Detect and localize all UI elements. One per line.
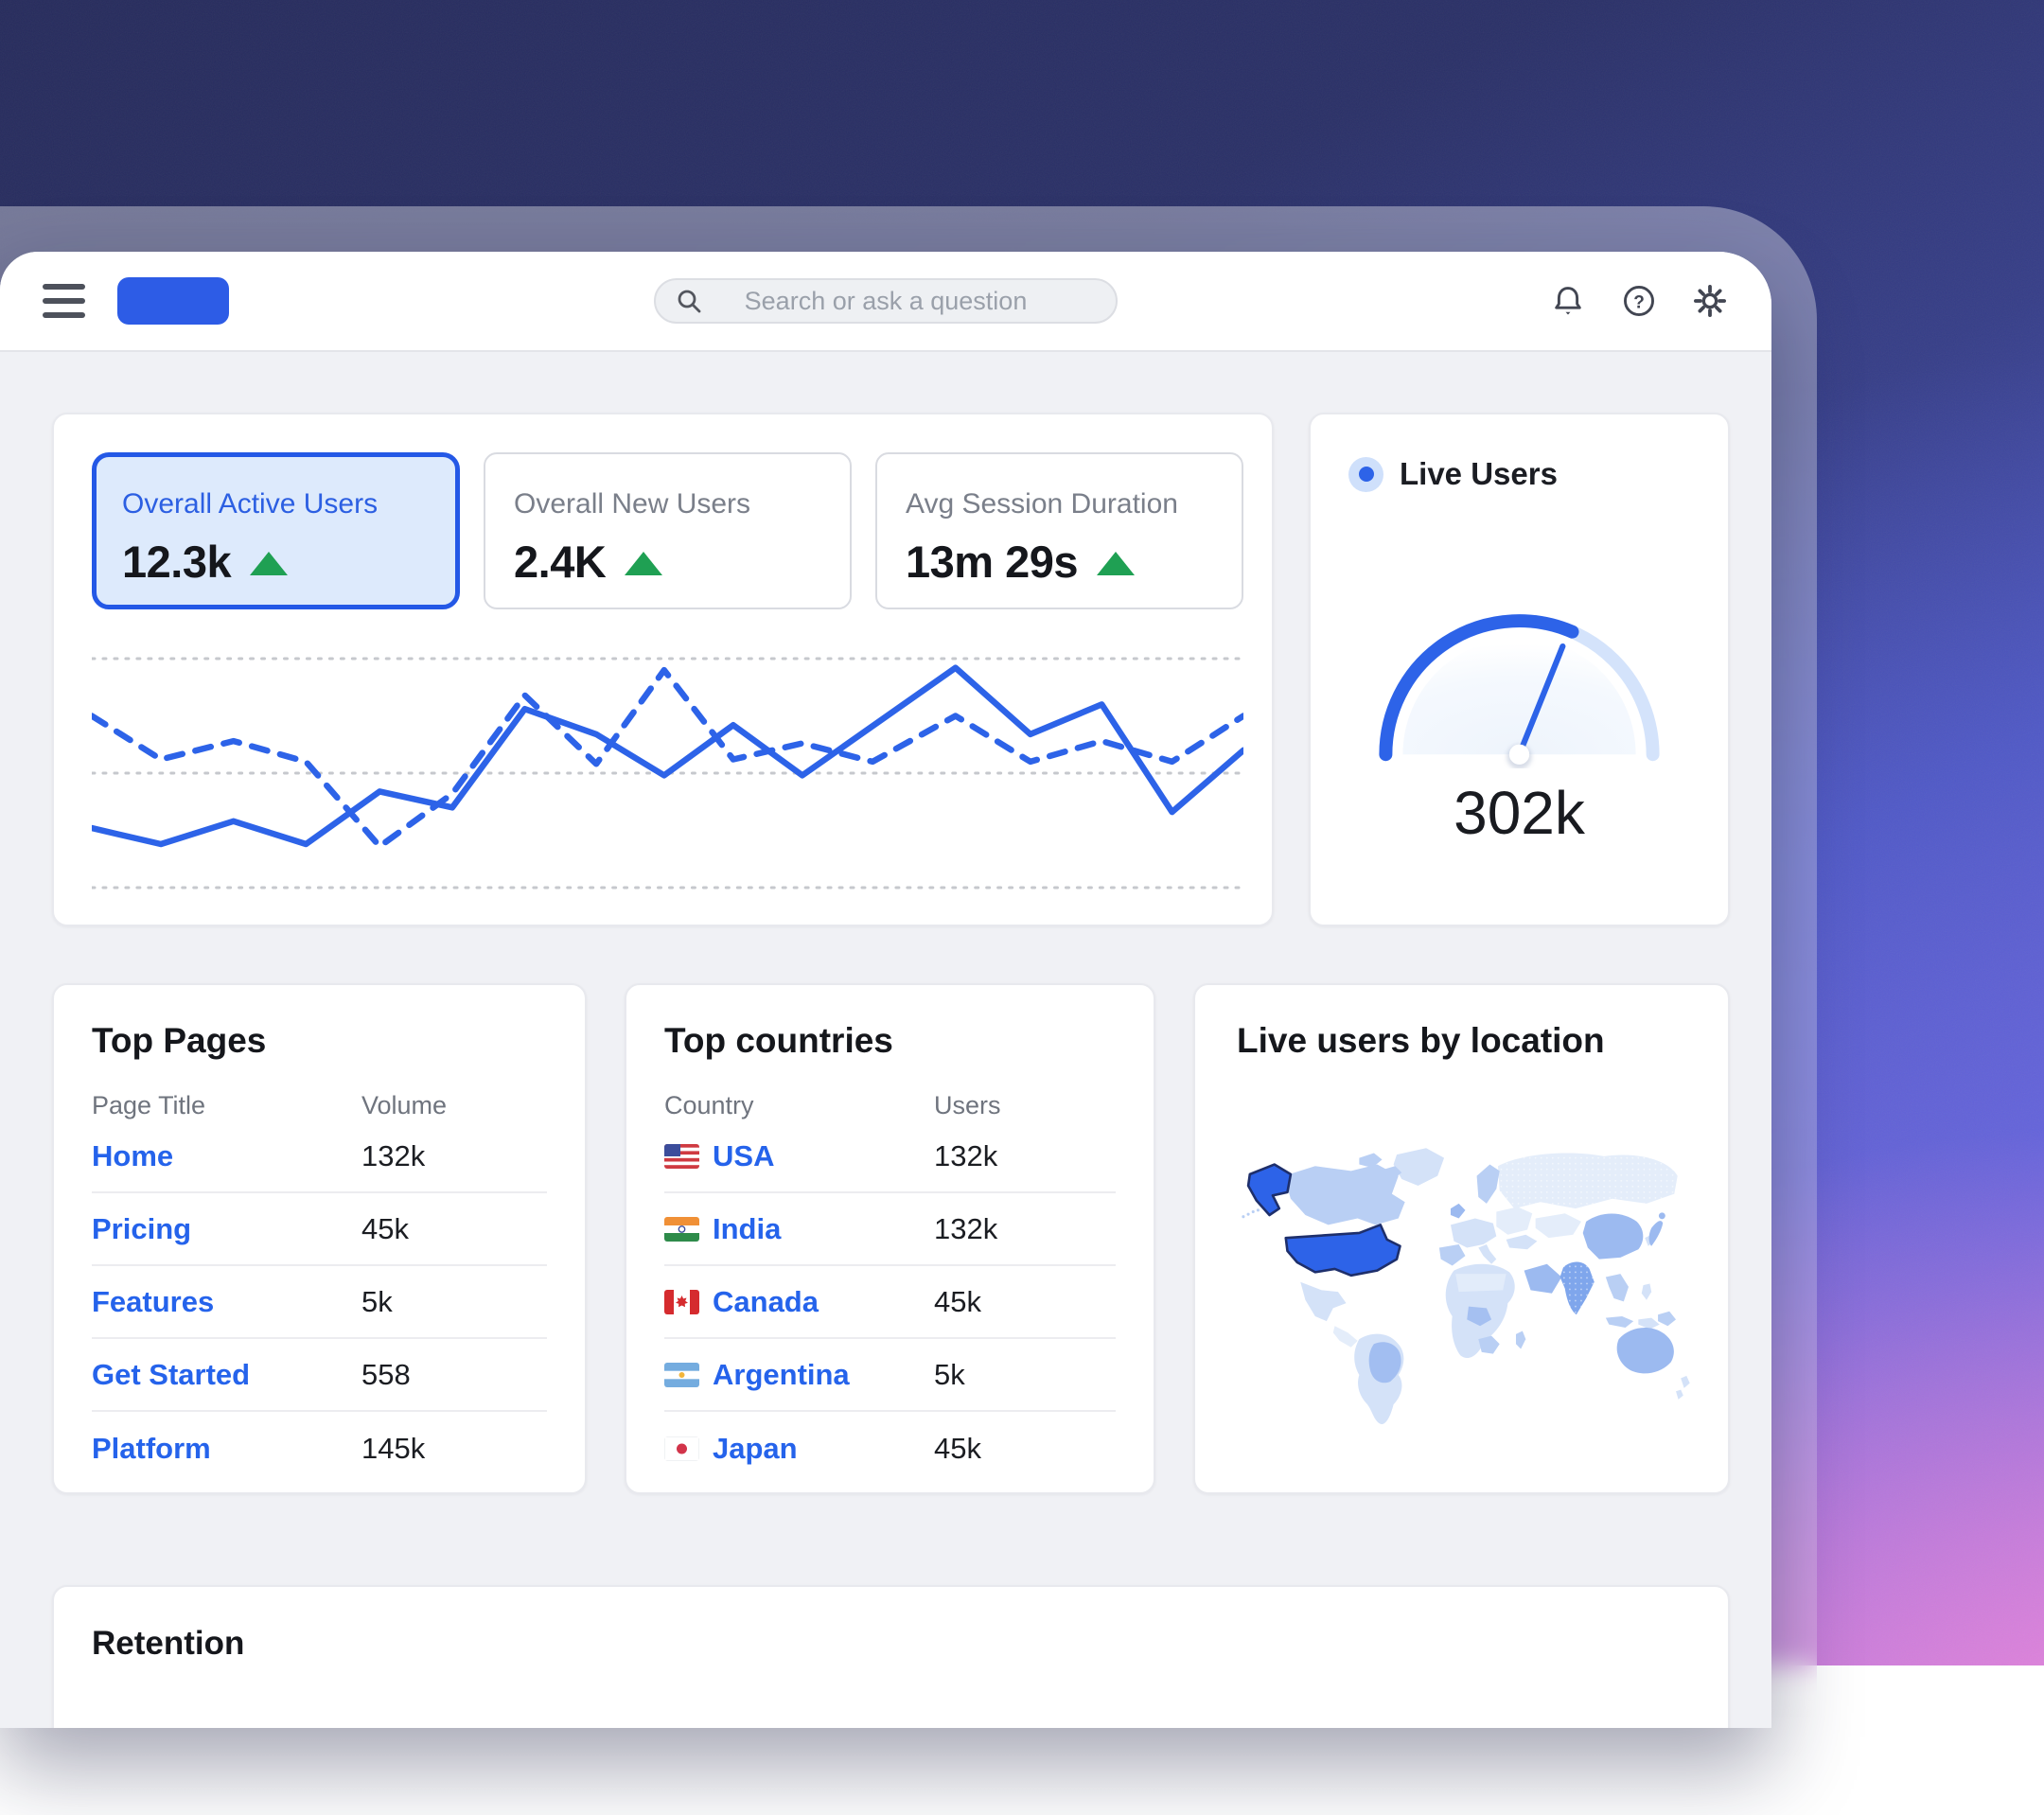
top-countries-card: Top countries Country Users USA 132k: [625, 983, 1155, 1494]
page-volume: 5k: [361, 1285, 547, 1319]
country-link[interactable]: Canada: [664, 1285, 934, 1319]
table-row: Pricing 45k: [92, 1193, 547, 1266]
top-countries-title: Top countries: [664, 1021, 1116, 1061]
india-flag-icon: [664, 1217, 699, 1242]
page-volume: 45k: [361, 1212, 547, 1246]
map-country-alaska-highlight: [1248, 1165, 1291, 1215]
menu-hamburger-icon[interactable]: [43, 284, 85, 318]
table-row: Get Started 558: [92, 1339, 547, 1412]
world-map-choropleth[interactable]: [1237, 1082, 1694, 1479]
map-country-usa-highlight: [1286, 1225, 1401, 1275]
kpi-chip-overall-new-users[interactable]: Overall New Users 2.4K: [484, 452, 852, 609]
country-users: 5k: [934, 1358, 1116, 1392]
table-row: India 132k: [664, 1193, 1116, 1266]
page-volume: 132k: [361, 1139, 547, 1173]
notifications-bell-icon[interactable]: [1550, 283, 1586, 319]
country-link[interactable]: USA: [664, 1139, 934, 1173]
live-users-legend: Live Users: [1348, 456, 1690, 492]
trend-up-icon: [1097, 552, 1135, 575]
dashboard-content: Overall Active Users 12.3k Overall New U…: [0, 352, 1771, 1728]
page-link[interactable]: Get Started: [92, 1358, 361, 1392]
column-header-page-title: Page Title: [92, 1091, 361, 1120]
top-pages-title: Top Pages: [92, 1021, 547, 1061]
table-row: Japan 45k: [664, 1412, 1116, 1485]
page-link[interactable]: Platform: [92, 1432, 361, 1466]
table-row: USA 132k: [664, 1120, 1116, 1193]
kpi-chip-avg-session-duration[interactable]: Avg Session Duration 13m 29s: [875, 452, 1243, 609]
page-link[interactable]: Pricing: [92, 1212, 361, 1246]
page-link[interactable]: Features: [92, 1285, 361, 1319]
live-users-gauge: [1348, 545, 1690, 768]
japan-flag-icon: [664, 1436, 699, 1461]
table-row: Home 132k: [92, 1120, 547, 1193]
page-volume: 145k: [361, 1432, 547, 1466]
kpi-value: 13m 29s: [906, 536, 1078, 588]
kpi-chip-overall-active-users[interactable]: Overall Active Users 12.3k: [92, 452, 460, 609]
kpi-trend-card: Overall Active Users 12.3k Overall New U…: [52, 413, 1274, 926]
map-title: Live users by location: [1237, 1021, 1694, 1061]
help-icon[interactable]: ?: [1621, 283, 1657, 319]
table-row: Canada 45k: [664, 1266, 1116, 1339]
column-header-users: Users: [934, 1091, 1116, 1120]
canada-flag-icon: [664, 1290, 699, 1314]
table-row: Argentina 5k: [664, 1339, 1116, 1412]
retention-card: Retention: [52, 1585, 1730, 1728]
usa-flag-icon: [664, 1144, 699, 1169]
country-users: 132k: [934, 1139, 1116, 1173]
app-header: ?: [0, 252, 1771, 352]
legend-dot-icon: [1348, 457, 1383, 492]
kpi-label: Overall New Users: [514, 488, 821, 520]
live-users-value: 302k: [1348, 778, 1690, 848]
column-header-volume: Volume: [361, 1091, 547, 1120]
country-link[interactable]: Argentina: [664, 1358, 934, 1392]
trend-up-icon: [250, 552, 288, 575]
country-link[interactable]: Japan: [664, 1432, 934, 1466]
argentina-flag-icon: [664, 1363, 699, 1387]
kpi-label: Overall Active Users: [122, 488, 430, 520]
live-users-by-location-card: Live users by location: [1193, 983, 1730, 1494]
search-icon: [675, 287, 703, 315]
page-link[interactable]: Home: [92, 1139, 361, 1173]
table-row: Platform 145k: [92, 1412, 547, 1485]
app-logo[interactable]: [117, 277, 229, 325]
kpi-value: 2.4K: [514, 536, 606, 588]
country-users: 132k: [934, 1212, 1116, 1246]
svg-text:?: ?: [1633, 292, 1645, 312]
trend-up-icon: [625, 552, 662, 575]
search-input[interactable]: [703, 287, 1068, 316]
active-users-line-chart[interactable]: [92, 655, 1243, 891]
search-bar[interactable]: [654, 278, 1118, 324]
top-pages-card: Top Pages Page Title Volume Home 132k Pr…: [52, 983, 587, 1494]
page-volume: 558: [361, 1358, 547, 1392]
live-users-card: Live Users 302k: [1309, 413, 1730, 926]
column-header-country: Country: [664, 1091, 934, 1120]
legend-label: Live Users: [1400, 456, 1558, 492]
kpi-label: Avg Session Duration: [906, 488, 1213, 520]
kpi-value: 12.3k: [122, 536, 231, 588]
country-users: 45k: [934, 1432, 1116, 1466]
table-row: Features 5k: [92, 1266, 547, 1339]
app-window: ?: [0, 252, 1771, 1728]
retention-title: Retention: [92, 1625, 1690, 1663]
settings-gear-icon[interactable]: [1692, 283, 1728, 319]
country-link[interactable]: India: [664, 1212, 934, 1246]
country-users: 45k: [934, 1285, 1116, 1319]
